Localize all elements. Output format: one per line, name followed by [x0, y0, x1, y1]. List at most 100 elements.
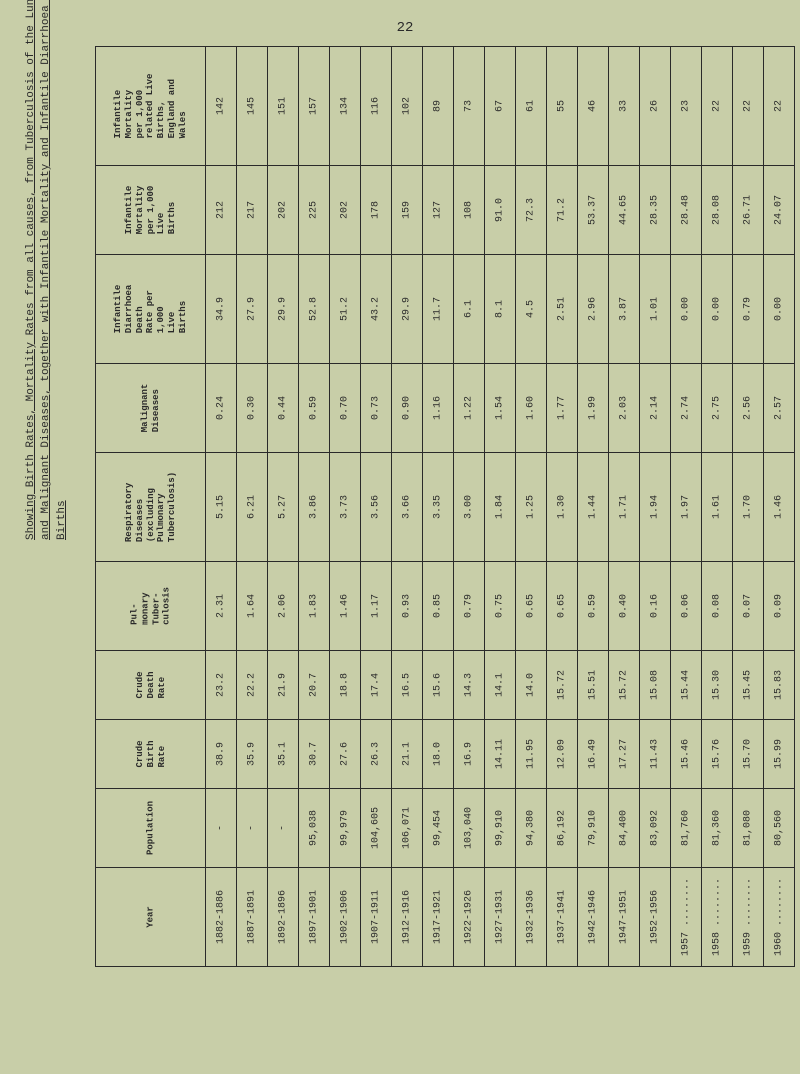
data-cell: 104,605 [361, 789, 392, 868]
data-cell: 225 [299, 166, 330, 255]
data-cell: 1892-1896 [268, 868, 299, 967]
data-cell: 26.3 [361, 720, 392, 789]
data-cell: 1897-1901 [299, 868, 330, 967]
data-cell: 94,380 [516, 789, 547, 868]
data-cell: 15.83 [764, 651, 795, 720]
data-cell: 1.25 [516, 453, 547, 562]
data-cell: 108 [454, 166, 485, 255]
data-cell: 3.73 [330, 453, 361, 562]
data-cell: 142 [206, 47, 237, 166]
data-cell: 1.17 [361, 562, 392, 651]
data-cell: 51.2 [330, 255, 361, 364]
column-header: Crude Birth Rate [96, 720, 206, 789]
data-cell: 102 [392, 47, 423, 166]
data-cell: 55 [547, 47, 578, 166]
data-cell: 14.0 [516, 651, 547, 720]
data-cell: 23 [671, 47, 702, 166]
data-cell: 35.9 [237, 720, 268, 789]
data-cell: 0.79 [733, 255, 764, 364]
column-header: Year [96, 868, 206, 967]
data-cell: 0.79 [454, 562, 485, 651]
data-cell: 1959 ........ [733, 868, 764, 967]
data-cell: 3.35 [423, 453, 454, 562]
data-cell: 61 [516, 47, 547, 166]
data-cell: 1.64 [237, 562, 268, 651]
table-title: Showing Birth Rates, Mortality Rates fro… [24, 0, 70, 540]
page: 22 Showing Birth Rates, Mortality Rates … [0, 0, 800, 1074]
data-cell: 0.65 [547, 562, 578, 651]
data-cell: 28.08 [702, 166, 733, 255]
data-cell: 35.1 [268, 720, 299, 789]
data-cell: 1947-1951 [609, 868, 640, 967]
data-cell: 0.08 [702, 562, 733, 651]
data-cell: 99,910 [485, 789, 516, 868]
page-number: 22 [40, 20, 770, 36]
data-cell: 15.70 [733, 720, 764, 789]
data-cell: 1.61 [702, 453, 733, 562]
data-cell: 0.85 [423, 562, 454, 651]
data-cell: 22 [764, 47, 795, 166]
data-cell: 84,400 [609, 789, 640, 868]
data-cell: 127 [423, 166, 454, 255]
data-cell: 2.56 [733, 364, 764, 453]
data-cell: 8.1 [485, 255, 516, 364]
data-cell: 23.2 [206, 651, 237, 720]
data-cell: 178 [361, 166, 392, 255]
column-header: Infantile Mortality per 1,000 related Li… [96, 47, 206, 166]
data-cell: 16.9 [454, 720, 485, 789]
data-cell: 86,192 [547, 789, 578, 868]
data-cell: 106,071 [392, 789, 423, 868]
data-cell: 1.30 [547, 453, 578, 562]
data-cell: 29.9 [392, 255, 423, 364]
data-cell: 1922-1926 [454, 868, 485, 967]
data-cell: 1917-1921 [423, 868, 454, 967]
data-cell: 157 [299, 47, 330, 166]
data-cell: 91.0 [485, 166, 516, 255]
data-cell: - [206, 789, 237, 868]
data-cell: 0.16 [640, 562, 671, 651]
data-cell: 1882-1886 [206, 868, 237, 967]
data-cell: 15.76 [702, 720, 733, 789]
data-cell: 0.24 [206, 364, 237, 453]
column-header: Infantile Diarrhoea Death Rate per 1,000… [96, 255, 206, 364]
data-cell: 44.65 [609, 166, 640, 255]
data-cell: 67 [485, 47, 516, 166]
data-cell: 2.14 [640, 364, 671, 453]
data-cell: 2.03 [609, 364, 640, 453]
data-cell: 1937-1941 [547, 868, 578, 967]
data-cell: 95,038 [299, 789, 330, 868]
data-cell: 12.09 [547, 720, 578, 789]
data-cell: 22 [733, 47, 764, 166]
data-cell: 2.75 [702, 364, 733, 453]
data-cell: 1907-1911 [361, 868, 392, 967]
data-cell: 99,979 [330, 789, 361, 868]
data-cell: 1.16 [423, 364, 454, 453]
data-cell: 53.37 [578, 166, 609, 255]
data-cell: 27.6 [330, 720, 361, 789]
data-cell: 15.44 [671, 651, 702, 720]
data-cell: 0.73 [361, 364, 392, 453]
data-cell: 0.00 [764, 255, 795, 364]
data-cell: 1957 ........ [671, 868, 702, 967]
data-cell: 1.44 [578, 453, 609, 562]
data-cell: 81,080 [733, 789, 764, 868]
data-cell: 3.66 [392, 453, 423, 562]
data-cell: 33 [609, 47, 640, 166]
data-cell: 1.83 [299, 562, 330, 651]
data-cell: 22.2 [237, 651, 268, 720]
data-cell: 1.60 [516, 364, 547, 453]
data-cell: 1.97 [671, 453, 702, 562]
data-cell: 0.40 [609, 562, 640, 651]
data-cell: 17.27 [609, 720, 640, 789]
data-cell: 81,760 [671, 789, 702, 868]
data-cell: 6.21 [237, 453, 268, 562]
data-cell: 1.84 [485, 453, 516, 562]
column-header: Malignant Diseases [96, 364, 206, 453]
data-cell: 15.99 [764, 720, 795, 789]
data-cell: 1952-1956 [640, 868, 671, 967]
data-cell: 116 [361, 47, 392, 166]
data-cell: 52.8 [299, 255, 330, 364]
data-cell: 21.1 [392, 720, 423, 789]
data-cell: 1912-1916 [392, 868, 423, 967]
data-cell: 202 [330, 166, 361, 255]
